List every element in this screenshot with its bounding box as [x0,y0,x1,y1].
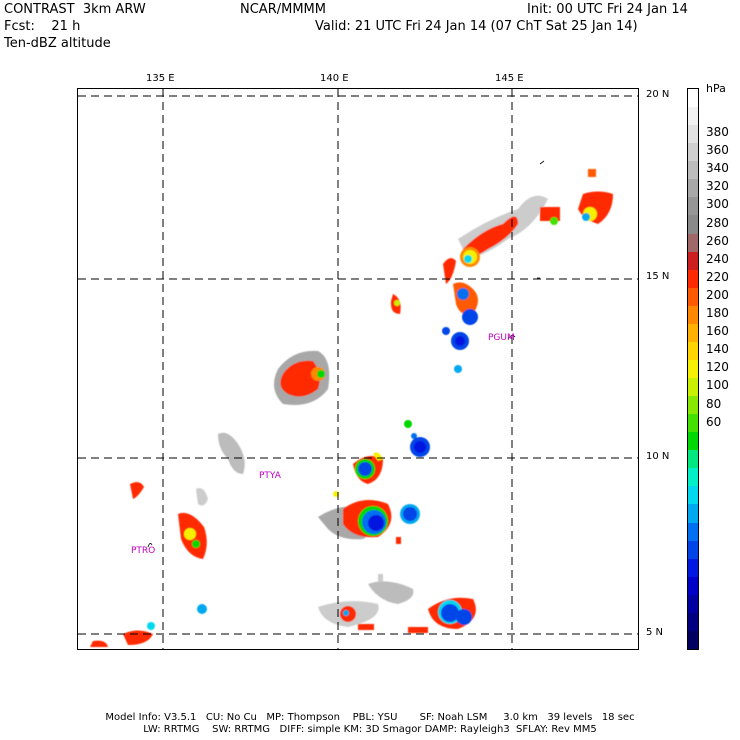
map-panel [77,88,639,650]
model-title: CONTRAST 3km ARW [4,2,146,17]
lat-label-20: 20 N [646,89,670,100]
lon-label-135: 135 E [146,73,175,84]
colorbar-label: 300 [706,197,729,212]
station-label-pgum: PGUM [488,333,515,343]
colorbar-unit: hPa [706,82,726,95]
station-label-ptro: PTRO [131,546,156,556]
echo-cells [90,169,613,647]
colorbar-label: 200 [706,287,729,302]
field-name: Ten-dBZ altitude [4,36,111,51]
colorbar-swatch [688,233,698,252]
lon-label-145: 145 E [495,73,524,84]
colorbar-label: 320 [706,179,729,194]
colorbar-swatch [688,161,698,180]
colorbar-swatch [688,89,698,108]
forecast-hour: Fcst: 21 h [4,19,81,34]
colorbar-swatch [688,305,698,324]
colorbar-swatch [688,612,698,631]
colorbar-swatch [688,287,698,306]
colorbar-swatch [688,215,698,234]
colorbar-swatch [688,414,698,433]
colorbar-swatch [688,450,698,469]
colorbar-label: 360 [706,143,729,158]
colorbar-swatch [688,341,698,360]
colorbar-swatch [688,197,698,216]
colorbar [687,88,699,650]
colorbar-label: 240 [706,251,729,266]
colorbar-swatch [688,378,698,397]
colorbar-label: 260 [706,233,729,248]
colorbar-swatch [688,125,698,144]
colorbar-swatch [688,522,698,541]
colorbar-swatch [688,504,698,523]
org-label: NCAR/MMMM [240,2,326,17]
colorbar-swatch [688,558,698,577]
model-info-line1: Model Info: V3.5.1 CU: No Cu MP: Thompso… [105,712,635,723]
colorbar-label: 80 [706,396,722,411]
colorbar-swatch [688,594,698,613]
colorbar-swatch [688,179,698,198]
colorbar-label: 220 [706,269,729,284]
colorbar-label: 60 [706,414,722,429]
colorbar-label: 120 [706,360,729,375]
model-info-line2: LW: RRTMG SW: RRTMG DIFF: simple KM: 3D … [143,724,597,735]
colorbar-swatch [688,269,698,288]
colorbar-swatch [688,486,698,505]
colorbar-swatch [688,396,698,415]
colorbar-label: 280 [706,215,729,230]
colorbar-swatch [688,107,698,126]
init-time: Init: 00 UTC Fri 24 Jan 14 [527,2,688,17]
lat-label-10: 10 N [646,451,670,462]
graticule [78,89,638,649]
coastlines [147,160,545,548]
colorbar-swatch [688,323,698,342]
colorbar-label: 100 [706,378,729,393]
lat-label-15: 15 N [646,271,670,282]
colorbar-label: 160 [706,324,729,339]
radar-field [78,89,638,649]
colorbar-swatch [688,576,698,595]
colorbar-swatch [688,251,698,270]
colorbar-swatch [688,143,698,162]
lat-label-5: 5 N [646,627,664,638]
station-label-ptya: PTYA [259,471,281,481]
lon-label-140: 140 E [320,73,349,84]
colorbar-swatch [688,468,698,487]
colorbar-label: 380 [706,125,729,139]
colorbar-label: 140 [706,342,729,357]
colorbar-label: 180 [706,306,729,320]
colorbar-swatch [688,540,698,559]
colorbar-swatch [688,359,698,378]
colorbar-swatch [688,432,698,451]
colorbar-label: 340 [706,161,729,176]
colorbar-swatch [688,630,698,649]
valid-time: Valid: 21 UTC Fri 24 Jan 14 (07 ChT Sat … [315,19,638,34]
